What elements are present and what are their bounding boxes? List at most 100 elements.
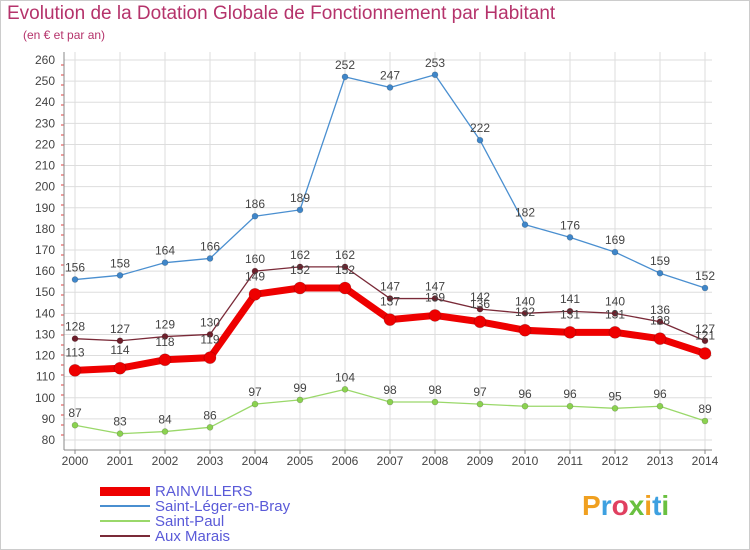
legend-item-saint-leger-en-bray: Saint-Léger-en-Bray [100, 499, 430, 514]
x-tick-label: 2007 [377, 454, 404, 468]
y-tick-label: 140 [35, 306, 55, 320]
data-label-aux-marais: 147 [425, 280, 445, 294]
logo-letter: t [652, 490, 662, 521]
point-aux-marais [386, 295, 394, 302]
point-saint-paul [386, 398, 394, 406]
logo-letter: o [611, 490, 629, 521]
y-tick-label: 240 [35, 95, 55, 109]
point-saint-leger-en-bray [656, 269, 664, 277]
point-saint-leger-en-bray [206, 255, 214, 262]
point-saint-leger-en-bray [521, 221, 529, 228]
y-tick-label: 200 [35, 180, 55, 194]
point-rainvillers [473, 315, 487, 329]
point-saint-paul [251, 400, 259, 408]
legend-swatch [100, 505, 150, 508]
point-saint-leger-en-bray [431, 71, 439, 79]
point-aux-marais [251, 267, 259, 275]
series-aux-marais [71, 263, 709, 345]
proxiti-logo: Proxiti [582, 490, 669, 522]
data-label-saint-leger-en-bray: 159 [650, 254, 670, 268]
data-label-aux-marais: 147 [380, 280, 400, 294]
point-aux-marais [656, 318, 664, 326]
data-label-saint-leger-en-bray: 189 [290, 191, 310, 205]
data-label-saint-leger-en-bray: 158 [110, 256, 130, 270]
point-rainvillers [563, 326, 577, 339]
data-label-saint-leger-en-bray: 176 [560, 218, 580, 232]
legend-swatch [100, 486, 150, 496]
point-saint-leger-en-bray [161, 259, 169, 266]
point-rainvillers [518, 323, 532, 337]
x-tick-label: 2009 [467, 454, 494, 468]
data-label-saint-leger-en-bray: 247 [380, 68, 400, 82]
x-axis-ticks: 2000 2001 2002 2003 2004 2005 2006 2007 2008 2009… [62, 454, 719, 468]
y-tick-label: 150 [35, 285, 55, 299]
data-label-saint-paul: 104 [335, 370, 355, 384]
point-aux-marais [611, 310, 619, 317]
y-tick-label: 260 [35, 53, 55, 67]
x-tick-label: 2001 [107, 454, 134, 468]
data-label-aux-marais: 162 [335, 248, 355, 262]
legend-label: RAINVILLERS [155, 483, 253, 500]
data-label-rainvillers: 139 [425, 290, 445, 304]
data-label-aux-marais: 129 [155, 318, 175, 332]
logo-letter: x [628, 490, 645, 521]
y-tick-label: 190 [35, 201, 55, 215]
logo-letter: i [661, 490, 670, 521]
point-aux-marais [521, 310, 529, 317]
data-label-rainvillers: 118 [155, 335, 174, 349]
y-tick-label: 100 [35, 391, 55, 405]
x-tick-label: 2003 [197, 454, 224, 468]
data-label-saint-paul: 86 [203, 408, 217, 422]
data-label-saint-paul: 83 [113, 415, 127, 429]
point-saint-paul [341, 386, 349, 393]
data-label-aux-marais: 127 [110, 322, 130, 336]
point-rainvillers [158, 353, 172, 367]
data-label-aux-marais: 142 [470, 290, 490, 304]
logo-letter: r [600, 490, 612, 521]
data-label-aux-marais: 127 [695, 322, 715, 336]
data-label-rainvillers: 152 [335, 263, 355, 277]
data-label-rainvillers: 132 [515, 305, 535, 319]
point-saint-leger-en-bray [116, 272, 124, 279]
data-label-rainvillers: 131 [605, 307, 625, 321]
data-label-aux-marais: 141 [560, 292, 580, 306]
legend-item-saint-paul: Saint-Paul [100, 514, 430, 529]
legend-swatch [100, 535, 150, 538]
point-aux-marais [341, 263, 349, 271]
point-saint-leger-en-bray [386, 84, 394, 91]
point-saint-leger-en-bray [476, 136, 484, 144]
data-label-saint-leger-en-bray: 152 [695, 269, 715, 283]
point-rainvillers [113, 361, 127, 375]
y-tick-label: 250 [35, 74, 55, 88]
data-label-saint-paul: 84 [158, 413, 172, 427]
y-tick-label: 170 [35, 243, 55, 257]
series-group [68, 71, 712, 437]
point-saint-leger-en-bray [251, 212, 259, 220]
series-saint-paul [71, 386, 709, 437]
point-saint-paul [566, 402, 574, 410]
data-label-saint-leger-en-bray: 166 [200, 239, 220, 253]
y-tick-label: 130 [35, 327, 55, 341]
x-tick-label: 2012 [602, 454, 629, 468]
point-rainvillers [608, 326, 622, 339]
point-aux-marais [701, 337, 709, 345]
point-rainvillers [293, 281, 307, 295]
series-saint-leger-en-bray [71, 71, 709, 292]
point-aux-marais [566, 307, 574, 315]
point-aux-marais [71, 335, 79, 342]
legend-label: Saint-Paul [155, 513, 225, 530]
logo-letter: i [644, 490, 653, 521]
data-label-aux-marais: 162 [290, 248, 310, 262]
x-tick-label: 2011 [557, 454, 583, 468]
series-rainvillers [68, 281, 712, 377]
data-label-saint-paul: 99 [293, 381, 307, 395]
point-rainvillers [428, 309, 442, 322]
point-rainvillers [653, 332, 667, 345]
y-tick-label: 220 [35, 137, 55, 151]
data-label-saint-leger-en-bray: 186 [245, 197, 265, 211]
data-label-saint-paul: 96 [653, 387, 667, 401]
data-label-saint-leger-en-bray: 252 [335, 58, 355, 72]
point-saint-leger-en-bray [296, 206, 304, 214]
